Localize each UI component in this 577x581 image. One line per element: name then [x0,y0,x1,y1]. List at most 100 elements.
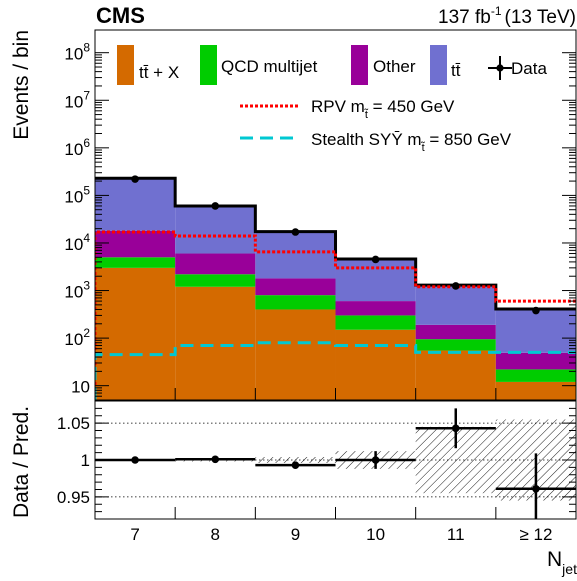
ratio-y-axis-title: Data / Pred. [10,406,33,518]
main-y-tick-label-4: 104 [64,231,90,254]
stack-bar-tt-5 [495,308,576,353]
lumi-exponent: -1 [491,4,502,18]
ratio-y-tick-label-2: 1.05 [57,414,90,433]
stack-bar-other-5 [495,352,576,370]
x-axis-title-main: N [547,548,562,571]
legend-swatch-tt [430,45,447,85]
stack-bar-ttx-4 [415,350,496,400]
signal-line-stealth [95,341,576,400]
stack-bar-tt-0 [95,178,176,231]
stack-bar-qcd-5 [495,369,576,382]
stack-bar-ttx-3 [335,329,416,400]
legend-label-rpv: RPV mt̃ = 450 GeV [311,97,455,121]
stack-bar-other-1 [175,253,256,275]
x-tick-label-2: 9 [291,525,300,544]
main-y-tick-exp-2: 2 [83,326,90,340]
legend-label-other: Other [373,57,416,76]
x-tick-label-3: 10 [366,525,385,544]
data-point-1 [211,202,220,210]
x-axis: 7 8 9 10 11 ≥ 12 [130,388,552,544]
data-point-4 [451,282,460,290]
ratio-point-0 [131,456,139,464]
data-point-3 [371,255,380,264]
x-tick-label-0: 7 [130,525,139,544]
main-y-tick-exp-7: 7 [83,88,90,102]
stack-bar-tt-4 [415,285,496,325]
stack-bar-other-2 [255,278,336,296]
stack-bar-ttx-2 [255,309,336,400]
main-y-tick-base-4: 10 [64,235,83,254]
stack-bar-other-3 [335,301,416,316]
stack-bar-ttx-1 [175,286,256,400]
main-y-tick-base-1: 10 [71,378,90,397]
main-y-tick-label-8: 108 [64,41,90,64]
legend-label-ttx: tt̄ + X [139,63,179,82]
legend-label-data: Data [511,59,547,78]
stack-bar-ttx-5 [495,381,576,400]
data-point-5 [532,306,540,315]
main-y-tick-label-5: 105 [64,183,90,206]
main-y-tick-base-2: 10 [64,330,83,349]
stack-bar-tt-3 [335,259,416,302]
main-y-tick-label-6: 106 [64,136,90,159]
lumi-value: 137 fb [438,7,491,28]
stack-bar-other-4 [415,324,496,340]
stealth-label-text: Stealth SYȲ m [311,130,422,149]
stack-bar-qcd-3 [335,315,416,330]
stack-bar-ttx-0 [95,267,176,400]
ratio-y-tick-label-1: 1 [81,451,90,470]
main-y-tick-label-7: 107 [64,88,90,111]
energy-label: (13 TeV) [505,7,576,28]
stack-bar-qcd-4 [415,339,496,351]
ratio-point-1 [211,455,220,464]
main-y-tick-base-5: 10 [64,187,83,206]
rpv-label-sub: t̃ [363,108,368,121]
main-y-tick-base-3: 10 [64,283,83,302]
main-y-tick-base-8: 10 [64,45,83,64]
main-y-tick-exp-4: 4 [83,231,90,245]
x-tick-label-1: 8 [211,525,220,544]
legend-swatch-other [351,45,368,85]
main-y-tick-exp-8: 8 [83,41,90,55]
main-y-tick-exp-5: 5 [83,183,90,197]
ratio-syst-band-2 [255,457,336,463]
ratio-point-5 [532,484,540,493]
main-y-tick-base-7: 10 [64,92,83,111]
main-y-tick-base-6: 10 [64,140,83,159]
x-axis-title: Njets [547,548,577,577]
ratio-point-3 [371,456,380,464]
legend-label-stealth: Stealth SYȲ mt̃ = 850 GeV [311,130,512,154]
stack-bar-other-0 [95,230,176,258]
legend: tt̄ + X QCD multijet Other tt̄ Data RPV … [117,45,547,154]
stealth-label-sub: t̃ [420,141,425,154]
stack-bar-tt-2 [255,231,336,279]
legend-marker-data [488,56,512,80]
ratio-y-axis: 0.95 1 1.05 [57,407,576,513]
data-point-0 [131,175,139,183]
x-tick-label-5: ≥ 12 [519,525,552,544]
main-y-tick-label-1: 10 [71,378,90,397]
main-plot-area [95,176,576,400]
ratio-plot-area [95,408,576,519]
ratio-point-2 [291,461,300,469]
stack-bar-qcd-0 [95,257,176,268]
stack-bar-qcd-2 [255,295,336,310]
legend-label-qcd: QCD multijet [221,57,318,76]
stack-bar-tt-1 [175,205,256,254]
main-y-tick-label-3: 103 [64,279,90,302]
ratio-point-4 [451,424,460,433]
main-y-axis-title: Events / bin [10,30,33,140]
experiment-label: CMS [96,3,145,28]
x-tick-label-4: 11 [447,525,465,544]
stealth-label-value: = 850 GeV [425,130,512,149]
rpv-label-value: = 450 GeV [368,97,455,116]
main-y-tick-exp-3: 3 [83,279,90,293]
x-axis-title-sub: jets [561,561,577,577]
legend-label-tt: tt̄ [451,61,461,80]
stack-bar-qcd-1 [175,274,256,287]
main-y-tick-label-2: 102 [64,326,90,349]
ratio-y-tick-label-0: 0.95 [57,488,90,507]
lumi-label: 137 fb-1 (13 TeV) [438,4,576,28]
